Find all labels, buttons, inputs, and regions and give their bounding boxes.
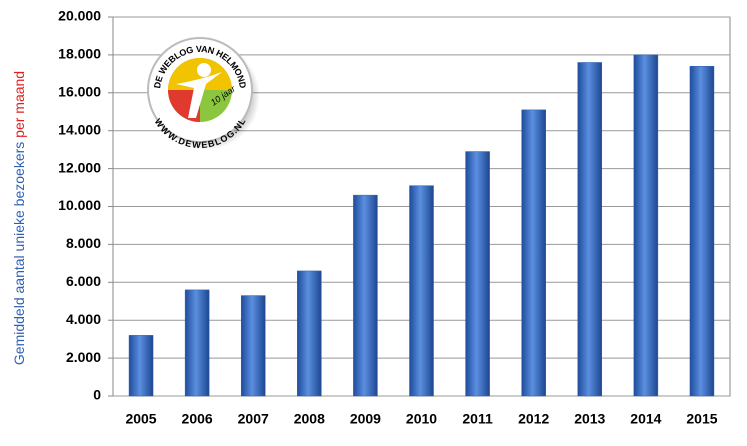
x-tick-label: 2014	[630, 411, 661, 427]
bar	[297, 270, 322, 397]
y-label-highlight: per maand	[11, 71, 27, 138]
x-tick-label: 2015	[686, 411, 717, 427]
x-tick-label: 2008	[294, 411, 325, 427]
y-tick-label: 16.000	[58, 84, 101, 100]
y-tick-label: 20.000	[58, 8, 101, 24]
y-tick-label: 10.000	[58, 197, 101, 213]
y-axis-label: Gemiddeld aantal unieke bezoekers per ma…	[11, 71, 27, 365]
y-tick-label: 6.000	[66, 273, 101, 289]
bar	[240, 295, 266, 397]
bar	[689, 66, 715, 397]
x-tick-label: 2007	[238, 411, 269, 427]
y-label-main: Gemiddeld aantal unieke bezoekers	[11, 142, 27, 365]
y-tick-label: 4.000	[66, 311, 101, 327]
x-tick-label: 2011	[462, 411, 493, 427]
bar	[184, 289, 210, 397]
bar	[409, 185, 434, 397]
bar	[633, 54, 659, 397]
bar	[128, 335, 154, 397]
x-tick-label: 2009	[350, 411, 381, 427]
x-tick-label: 2012	[518, 411, 549, 427]
y-tick-label: 8.000	[66, 235, 101, 251]
bar	[577, 62, 603, 397]
x-tick-label: 2006	[182, 411, 213, 427]
logo: DE WEBLOG VAN HELMOND WWW.DEWEBLOG.NL 10…	[147, 37, 260, 151]
x-tick-label: 2010	[406, 411, 437, 427]
y-tick-label: 18.000	[58, 46, 101, 62]
y-tick-label: 12.000	[58, 159, 101, 175]
bar	[465, 151, 490, 397]
x-tick-label: 2005	[125, 411, 156, 427]
bar	[521, 109, 546, 397]
y-tick-label: 2.000	[66, 349, 101, 365]
bar	[353, 194, 378, 397]
x-tick-label: 2013	[574, 411, 605, 427]
y-tick-label: 0	[93, 387, 101, 403]
y-tick-label: 14.000	[58, 121, 101, 137]
